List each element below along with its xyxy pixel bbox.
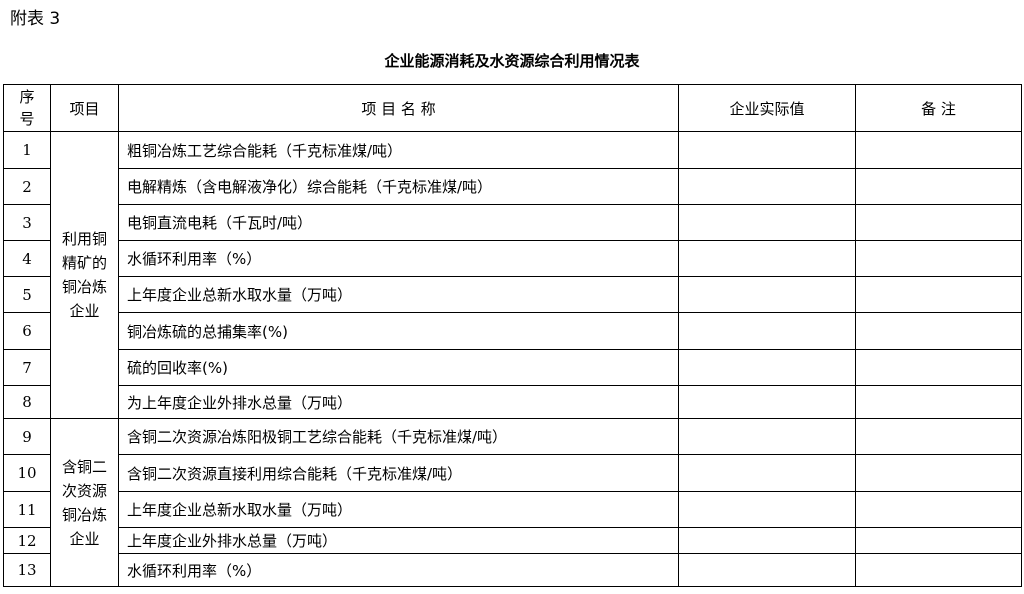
table-row: 3 电铜直流电耗（千瓦时/吨） xyxy=(3,204,1022,241)
energy-water-table: 序号 项目 项 目 名 称 企业实际值 备 注 1 利用铜精矿的铜冶炼企业 粗铜冶炼… xyxy=(3,84,1022,587)
appendix-label: 附表 3 xyxy=(10,9,61,29)
table-row: 7 硫的回收率(%) xyxy=(3,349,1022,386)
row-seq: 7 xyxy=(3,349,51,386)
row-seq: 3 xyxy=(3,204,51,241)
row-value-input[interactable] xyxy=(678,276,856,313)
row-remark-input[interactable] xyxy=(855,491,1022,528)
table-row: 12 上年度企业外排水总量（万吨） xyxy=(3,527,1022,554)
row-name: 为上年度企业外排水总量（万吨） xyxy=(118,385,679,419)
table-row: 2 电解精炼（含电解液净化）综合能耗（千克标准煤/吨） xyxy=(3,168,1022,205)
row-value-input[interactable] xyxy=(678,168,856,205)
row-value-input[interactable] xyxy=(678,491,856,528)
group-label: 含铜二次资源铜冶炼企业 xyxy=(50,418,119,587)
row-value-input[interactable] xyxy=(678,385,856,419)
row-name: 上年度企业总新水取水量（万吨） xyxy=(118,276,679,313)
row-value-input[interactable] xyxy=(678,312,856,350)
row-seq: 11 xyxy=(3,491,51,528)
row-value-input[interactable] xyxy=(678,349,856,386)
table-row: 4 水循环利用率（%） xyxy=(3,240,1022,277)
row-value-input[interactable] xyxy=(678,553,856,587)
row-name: 电铜直流电耗（千瓦时/吨） xyxy=(118,204,679,241)
row-seq: 6 xyxy=(3,312,51,350)
row-remark-input[interactable] xyxy=(855,240,1022,277)
row-value-input[interactable] xyxy=(678,527,856,554)
row-value-input[interactable] xyxy=(678,240,856,277)
row-remark-input[interactable] xyxy=(855,418,1022,455)
row-name: 含铜二次资源冶炼阳极铜工艺综合能耗（千克标准煤/吨） xyxy=(118,418,679,455)
row-seq: 12 xyxy=(3,527,51,554)
row-name: 上年度企业外排水总量（万吨） xyxy=(118,527,679,554)
table-row: 8 为上年度企业外排水总量（万吨） xyxy=(3,385,1022,419)
row-remark-input[interactable] xyxy=(855,349,1022,386)
row-remark-input[interactable] xyxy=(855,385,1022,419)
header-remark: 备 注 xyxy=(855,84,1022,132)
row-name: 水循环利用率（%） xyxy=(118,240,679,277)
header-value: 企业实际值 xyxy=(678,84,856,132)
header-seq: 序号 xyxy=(3,84,51,132)
row-remark-input[interactable] xyxy=(855,276,1022,313)
row-name: 电解精炼（含电解液净化）综合能耗（千克标准煤/吨） xyxy=(118,168,679,205)
row-seq: 5 xyxy=(3,276,51,313)
row-seq: 4 xyxy=(3,240,51,277)
row-value-input[interactable] xyxy=(678,454,856,492)
row-name: 上年度企业总新水取水量（万吨） xyxy=(118,491,679,528)
row-name: 粗铜冶炼工艺综合能耗（千克标准煤/吨） xyxy=(118,131,679,169)
row-seq: 9 xyxy=(3,418,51,455)
row-remark-input[interactable] xyxy=(855,553,1022,587)
table-row: 10 含铜二次资源直接利用综合能耗（千克标准煤/吨） xyxy=(3,454,1022,492)
table-row: 11 上年度企业总新水取水量（万吨） xyxy=(3,491,1022,528)
row-remark-input[interactable] xyxy=(855,131,1022,169)
row-name: 含铜二次资源直接利用综合能耗（千克标准煤/吨） xyxy=(118,454,679,492)
group-label: 利用铜精矿的铜冶炼企业 xyxy=(50,131,119,419)
header-row: 序号 项目 项 目 名 称 企业实际值 备 注 xyxy=(3,84,1022,132)
table-row: 9 含铜二次资源铜冶炼企业 含铜二次资源冶炼阳极铜工艺综合能耗（千克标准煤/吨） xyxy=(3,418,1022,587)
row-name: 铜冶炼硫的总捕集率(%) xyxy=(118,312,679,350)
row-remark-input[interactable] xyxy=(855,527,1022,554)
row-value-input[interactable] xyxy=(678,131,856,169)
row-seq: 2 xyxy=(3,168,51,205)
row-seq: 1 xyxy=(3,131,51,169)
row-remark-input[interactable] xyxy=(855,312,1022,350)
row-remark-input[interactable] xyxy=(855,168,1022,205)
row-remark-input[interactable] xyxy=(855,454,1022,492)
table-row: 1 利用铜精矿的铜冶炼企业 粗铜冶炼工艺综合能耗（千克标准煤/吨） xyxy=(3,131,1022,419)
header-name: 项 目 名 称 xyxy=(118,84,679,132)
row-remark-input[interactable] xyxy=(855,204,1022,241)
table-row: 5 上年度企业总新水取水量（万吨） xyxy=(3,276,1022,313)
row-value-input[interactable] xyxy=(678,418,856,455)
row-value-input[interactable] xyxy=(678,204,856,241)
row-name: 硫的回收率(%) xyxy=(118,349,679,386)
page-title: 企业能源消耗及水资源综合利用情况表 xyxy=(384,52,640,70)
row-seq: 13 xyxy=(3,553,51,587)
row-seq: 8 xyxy=(3,385,51,419)
table-row: 6 铜冶炼硫的总捕集率(%) xyxy=(3,312,1022,350)
row-name: 水循环利用率（%） xyxy=(118,553,679,587)
row-seq: 10 xyxy=(3,454,51,492)
header-item: 项目 xyxy=(50,84,119,132)
table-row: 13 水循环利用率（%） xyxy=(3,553,1022,587)
